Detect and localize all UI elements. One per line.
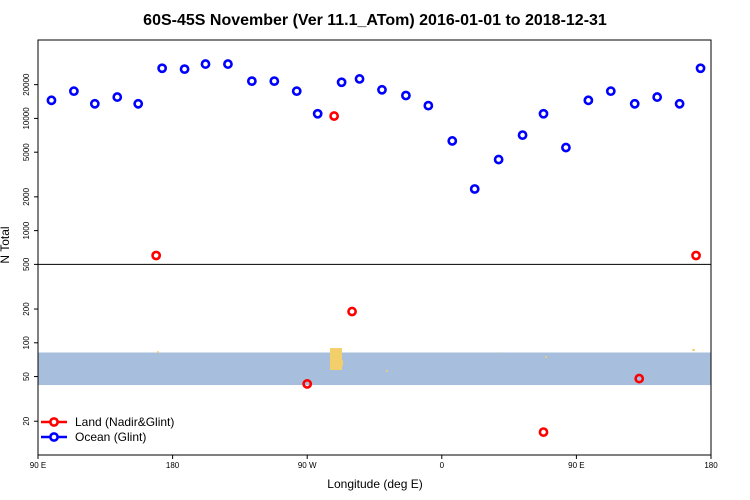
data-point: [112, 92, 123, 102]
series-0: [151, 111, 701, 437]
data-point: [354, 74, 365, 84]
legend-item: Ocean (Glint): [41, 430, 146, 444]
land-patch: [386, 370, 388, 372]
data-point: [605, 86, 616, 97]
x-tick-label: 180: [166, 461, 180, 470]
y-tick-label: 2000: [22, 187, 31, 205]
x-tick-label: 90 E: [30, 461, 46, 470]
data-point: [652, 92, 663, 102]
land-patch: [157, 351, 159, 353]
data-point: [695, 63, 706, 74]
data-point: [246, 76, 257, 87]
land-patch: [330, 348, 342, 370]
data-points: [46, 59, 706, 437]
data-point: [517, 130, 528, 141]
data-point: [329, 111, 340, 121]
y-tick-label: 200: [22, 302, 31, 316]
ocean-band: [38, 352, 711, 386]
data-point: [447, 136, 458, 146]
x-tick-label: 90 W: [298, 461, 317, 470]
y-tick-label: 20: [22, 416, 31, 425]
data-point: [179, 64, 190, 75]
legend-label: Land (Nadir&Glint): [75, 415, 174, 429]
data-point: [68, 86, 79, 97]
data-point: [583, 95, 594, 106]
legend-marker: [49, 417, 59, 427]
data-point: [89, 98, 100, 109]
data-point: [133, 98, 144, 109]
data-point: [223, 59, 233, 69]
data-point: [151, 250, 162, 261]
data-point: [561, 142, 571, 153]
legend: Land (Nadir&Glint)Ocean (Glint): [41, 415, 174, 444]
data-point: [538, 427, 549, 437]
series-1: [46, 59, 706, 194]
data-point: [336, 77, 347, 88]
chart-title: 60S-45S November (Ver 11.1_ATom) 2016-01…: [143, 12, 607, 29]
legend-marker: [49, 432, 59, 442]
data-point: [347, 306, 357, 317]
y-tick-label: 5000: [22, 143, 31, 161]
data-point: [629, 98, 640, 109]
data-point: [674, 98, 685, 109]
land-patch: [692, 349, 695, 351]
y-axis-label: N Total: [0, 226, 12, 263]
land-patch: [498, 352, 499, 353]
y-tick-label: 100: [22, 336, 31, 350]
data-point: [691, 250, 701, 261]
x-tick-label: 90 E: [568, 461, 584, 470]
y-tick-label: 10000: [22, 107, 31, 130]
x-tick-label: 0: [440, 461, 445, 470]
data-point: [634, 373, 645, 384]
x-tick-label: 180: [704, 461, 718, 470]
data-point: [157, 63, 168, 74]
data-point: [312, 108, 323, 119]
data-point: [291, 86, 302, 97]
legend-item: Land (Nadir&Glint): [41, 415, 174, 429]
plot-frame: [37, 39, 712, 456]
data-point: [401, 90, 411, 101]
y-tick-label: 20000: [22, 73, 31, 96]
data-point: [493, 154, 504, 165]
data-point: [423, 100, 434, 111]
x-axis-label: Longitude (deg E): [327, 477, 422, 491]
axes: 90 E 180 90 W 0 90 E 180 20 50 100 200 500 1000 2000…: [22, 39, 718, 470]
land-patch: [545, 356, 547, 358]
data-point: [46, 95, 57, 106]
data-point: [538, 108, 549, 119]
data-point: [469, 184, 480, 194]
data-point: [269, 76, 280, 87]
y-tick-label: 50: [22, 372, 31, 381]
y-tick-label: 1000: [22, 221, 31, 239]
data-point: [377, 84, 387, 95]
latitude-band: [38, 348, 711, 386]
land-patch: [337, 360, 343, 366]
data-point: [302, 379, 313, 389]
data-point: [200, 59, 211, 69]
y-tick-label: 500: [22, 257, 31, 271]
legend-label: Ocean (Glint): [75, 430, 146, 444]
